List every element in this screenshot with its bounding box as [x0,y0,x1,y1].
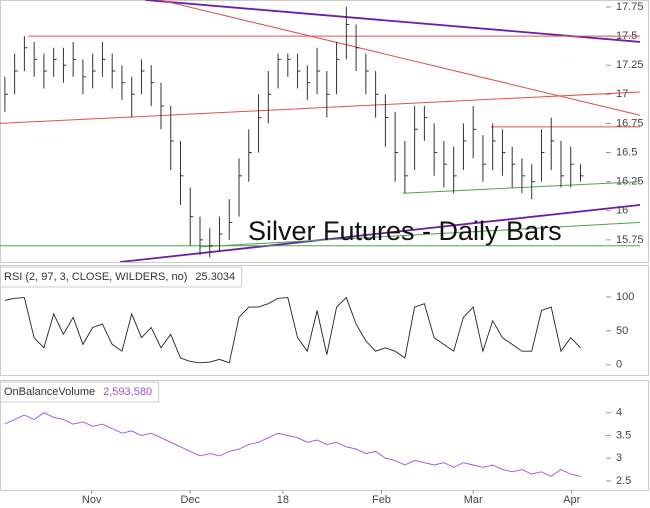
trend-line [0,91,641,124]
y-tick-label: 17.75 [616,1,644,13]
y-tick-label: 16.5 [616,146,637,158]
y-tick-label: 2.5 [616,475,631,487]
series-line [4,412,581,477]
series-line [4,296,581,364]
y-tick-label: 16.25 [616,176,644,188]
y-tick-label: 17 [616,88,628,100]
last-value: 25.3034 [195,271,235,283]
panel-title: OnBalanceVolume [4,386,95,398]
trend-line [145,0,641,43]
y-tick-label: 15.75 [616,234,644,246]
annotation: Silver Futures - Daily Bars [248,216,562,246]
last-value: 2,593,580 [103,386,152,398]
x-tick-label: Dec [180,494,200,506]
y-tick-label: 3 [616,452,622,464]
y-tick-label: 17.25 [616,59,644,71]
panel-frame [0,380,649,491]
trend-line [159,0,641,116]
legend-box [0,381,160,403]
y-tick-label: 16.75 [616,117,644,129]
y-tick-label: 3.5 [616,429,631,441]
y-tick-label: 50 [616,325,628,337]
x-tick-label: Mar [464,494,483,506]
y-tick-label: 0 [616,359,622,371]
panel-title: RSI (2, 97, 3, CLOSE, WILDERS, no) [4,271,187,283]
y-tick-label: 100 [616,291,634,303]
x-tick-label: 18 [277,494,289,506]
x-tick-label: Nov [82,494,102,506]
panel-frame [0,265,649,376]
trend-line [119,204,641,262]
trend-line [199,221,641,248]
y-tick-label: 4 [616,407,622,419]
x-tick-label: Feb [372,494,391,506]
x-tick-label: Apr [563,494,580,506]
panel-frame [0,0,649,263]
legend-box [0,266,243,288]
